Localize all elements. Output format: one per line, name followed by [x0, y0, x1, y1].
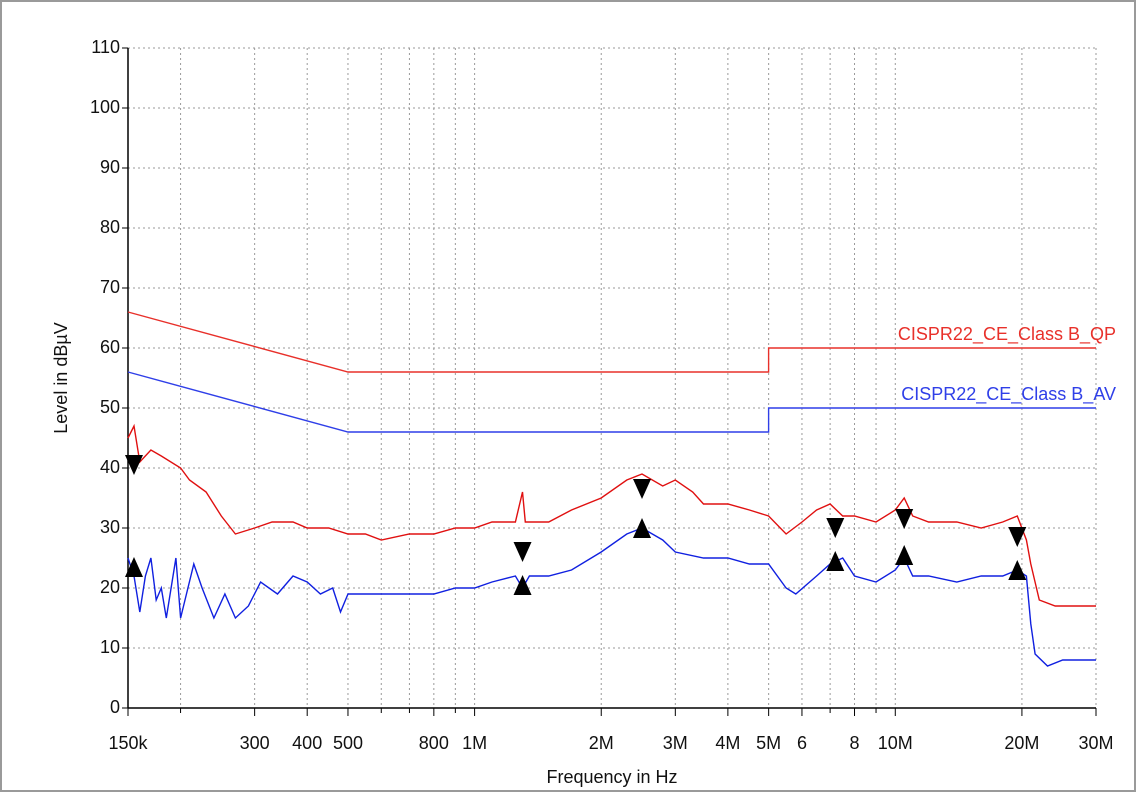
y-tick-label: 30: [100, 517, 120, 537]
y-tick-label: 100: [90, 97, 120, 117]
series-line: [127, 311, 1096, 373]
y-tick-label: 80: [100, 217, 120, 237]
peak-marker: [1008, 560, 1027, 580]
series-line: [127, 423, 1096, 607]
series-line: [127, 527, 1096, 667]
x-tick-label: 3M: [663, 733, 688, 753]
x-tick-label: 4M: [715, 733, 740, 753]
y-tick-label: 70: [100, 277, 120, 297]
x-tick-label: 2M: [589, 733, 614, 753]
peak-marker: [895, 509, 914, 529]
peak-marker: [826, 551, 845, 571]
peak-marker: [124, 455, 143, 475]
x-tick-label: 800: [419, 733, 449, 753]
x-tick-label: 8: [850, 733, 860, 753]
y-tick-label: 10: [100, 637, 120, 657]
y-tick-label: 90: [100, 157, 120, 177]
series-line: [127, 371, 1096, 433]
x-axis-label: Frequency in Hz: [546, 767, 677, 787]
x-tick-label: 500: [333, 733, 363, 753]
peak-marker: [826, 518, 845, 538]
y-tick-label: 60: [100, 337, 120, 357]
x-tick-label: 150k: [108, 733, 148, 753]
x-tick-label: 5M: [756, 733, 781, 753]
y-tick-label: 20: [100, 577, 120, 597]
y-tick-label: 40: [100, 457, 120, 477]
x-tick-label: 6: [797, 733, 807, 753]
y-tick-label: 50: [100, 397, 120, 417]
peak-marker: [513, 542, 532, 562]
x-tick-label: 20M: [1004, 733, 1039, 753]
peak-marker: [633, 479, 652, 499]
peak-marker: [124, 557, 143, 577]
x-tick-label: 10M: [878, 733, 913, 753]
x-tick-label: 400: [292, 733, 322, 753]
peak-marker: [1008, 527, 1027, 547]
x-tick-label: 1M: [462, 733, 487, 753]
x-tick-label: 300: [240, 733, 270, 753]
series-label: CISPR22_CE_Class B_QP: [898, 324, 1116, 345]
peak-marker: [895, 545, 914, 565]
peak-marker: [633, 518, 652, 538]
peak-marker: [513, 575, 532, 595]
y-tick-label: 110: [91, 37, 120, 57]
y-tick-label: 0: [110, 697, 120, 717]
y-axis-label: Level in dBµV: [51, 322, 71, 433]
series-label: CISPR22_CE_Class B_AV: [901, 384, 1116, 405]
x-tick-label: 30M: [1078, 733, 1113, 753]
